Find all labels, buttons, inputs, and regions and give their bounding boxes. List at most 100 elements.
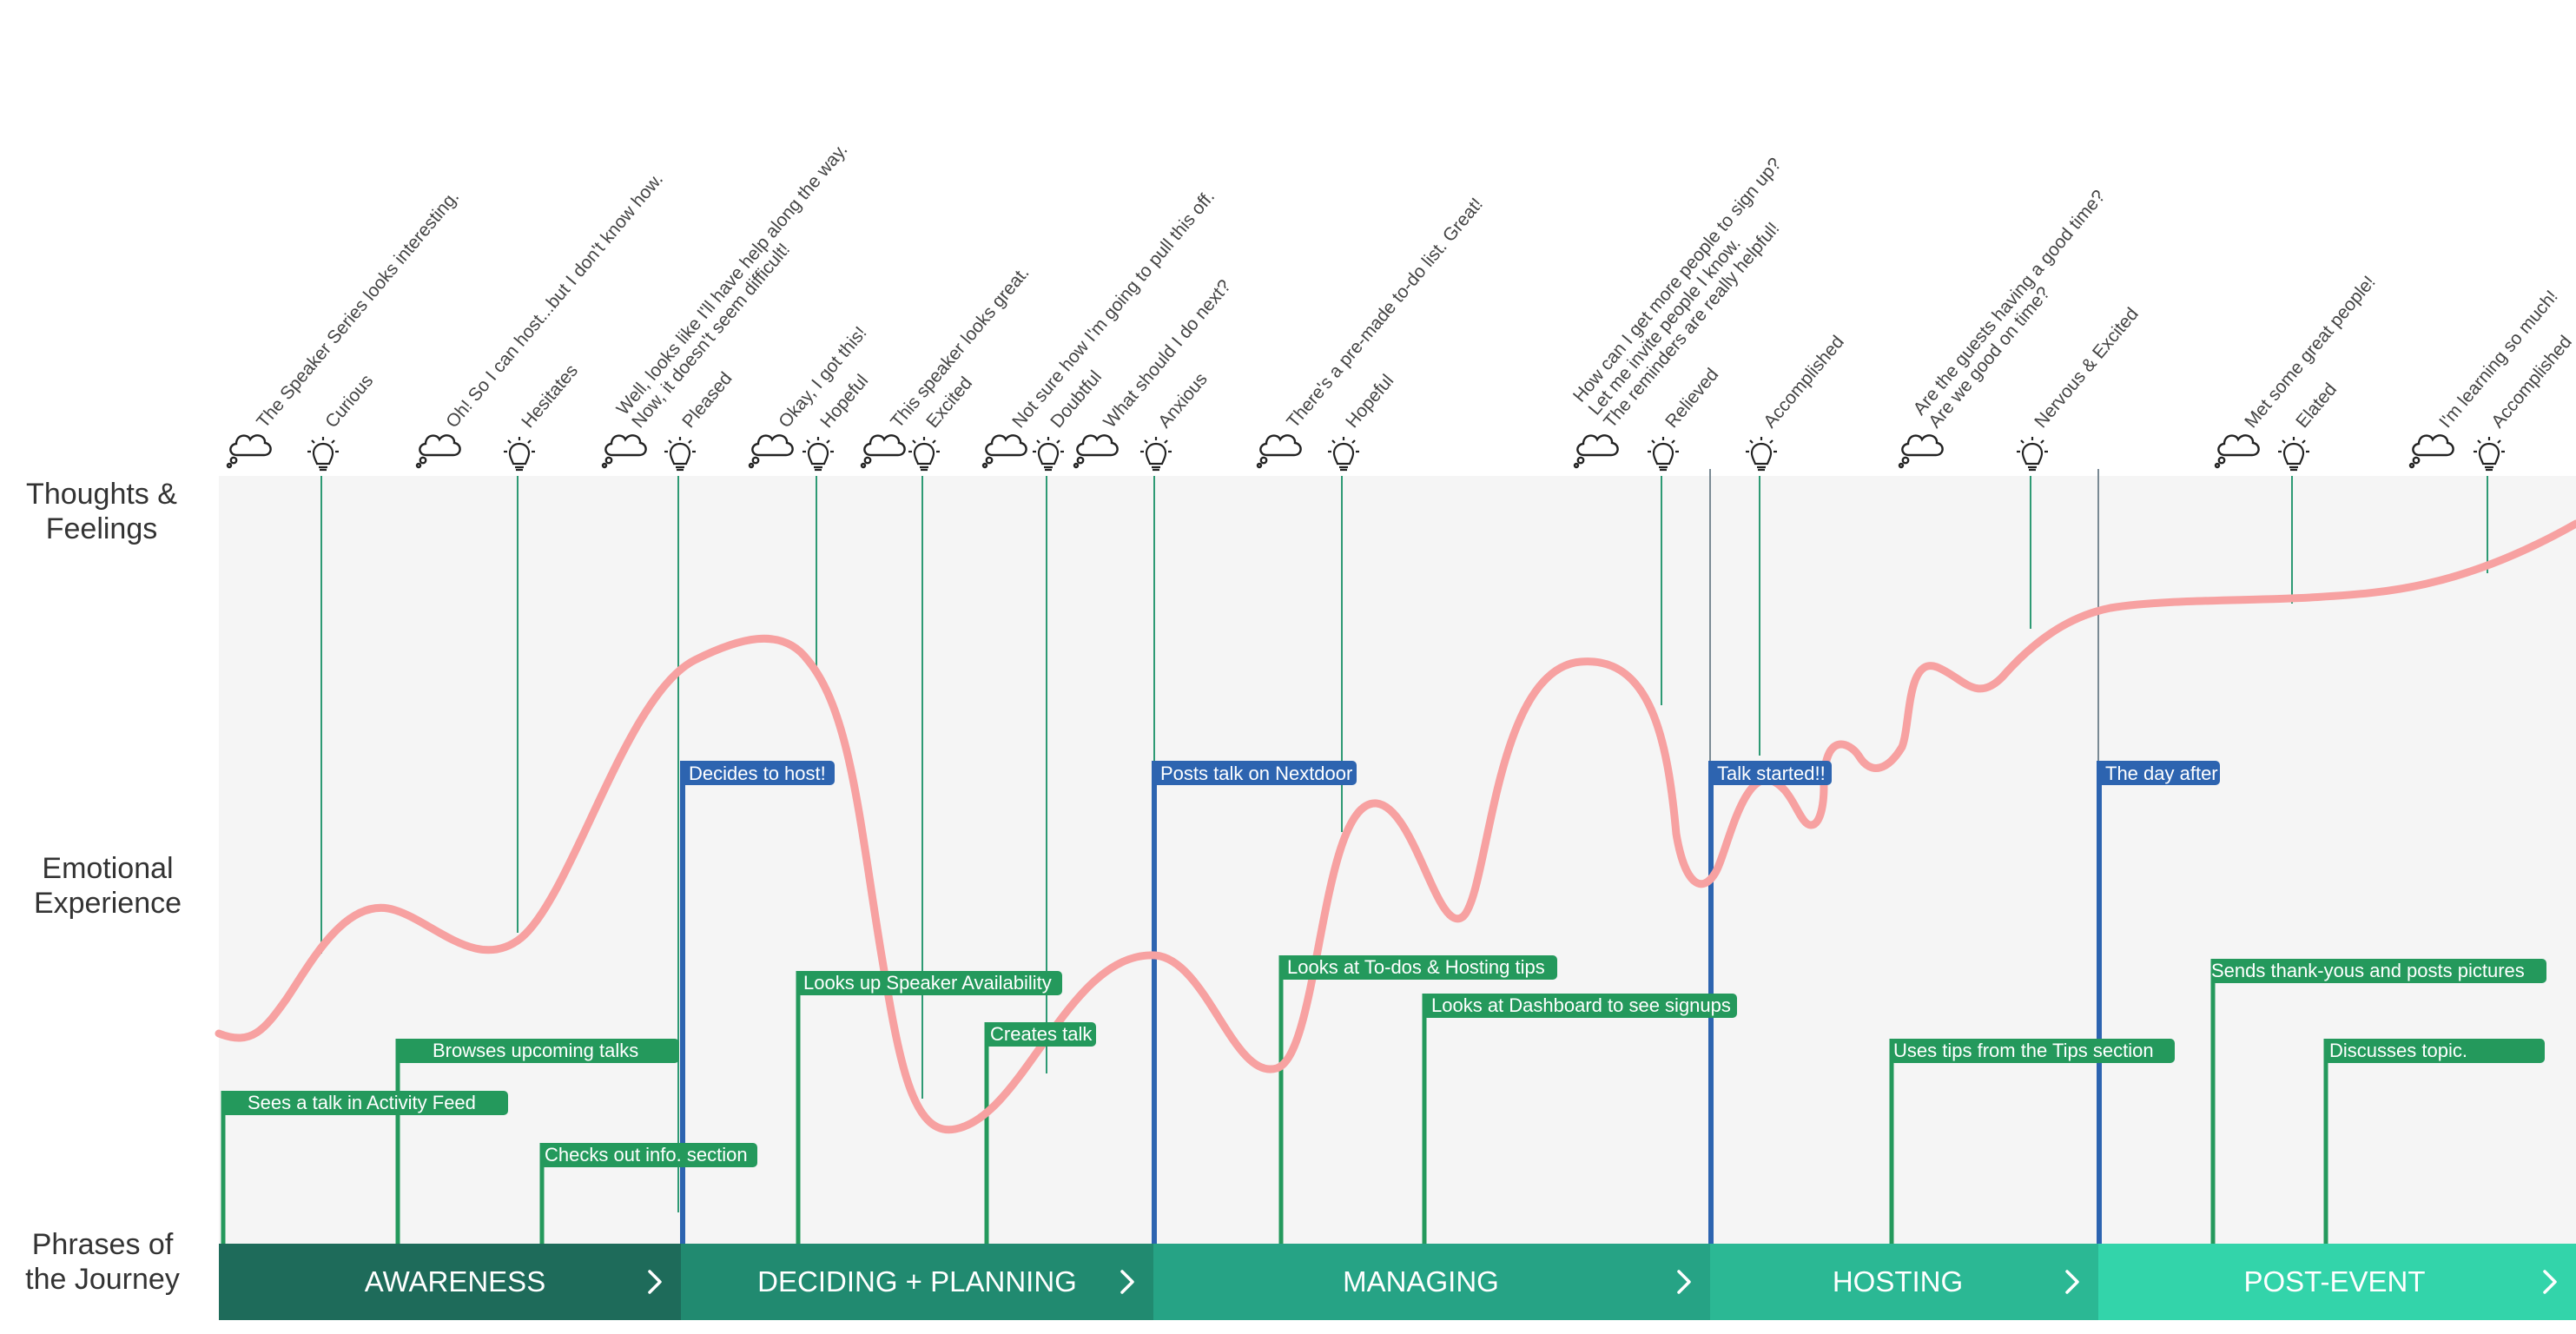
chevron-right-icon: [648, 1270, 662, 1294]
action-label: Checks out info. section: [545, 1144, 748, 1166]
action-label: Looks at Dashboard to see signups: [1431, 994, 1731, 1016]
action-badge: [1279, 955, 1557, 980]
feeling-10: Accomplished: [1746, 332, 1848, 472]
milestone-1: Decides to host!: [680, 761, 835, 785]
phase-post-event[interactable]: POST-EVENT: [2098, 1244, 2576, 1320]
thought-cloud-icon: [748, 434, 794, 469]
milestone-label: Talk started!!: [1717, 763, 1826, 784]
action-2: Browses upcoming talks: [396, 1039, 679, 1063]
phase-block: [681, 1244, 1154, 1320]
milestone-2: Posts talk on Nextdoor: [1152, 761, 1357, 785]
action-badge: [396, 1039, 679, 1063]
row-label-thoughts-2: Feelings: [46, 512, 158, 545]
lightbulb-icon: [908, 437, 940, 472]
action-badge: [2324, 1039, 2545, 1063]
row-label-phrases-2: the Journey: [25, 1263, 180, 1296]
action-6: Looks at To-dos & Hosting tips: [1279, 955, 1557, 980]
feeling-label: Accomplished: [1760, 332, 1848, 432]
action-label: Uses tips from the Tips section: [1893, 1040, 2154, 1061]
phase-deciding-planning[interactable]: DECIDING + PLANNING: [681, 1244, 1154, 1320]
feeling-11: Nervous & Excited: [2017, 304, 2143, 472]
feeling-9: Relieved: [1648, 365, 1722, 472]
action-7: Looks at Dashboard to see signups: [1423, 994, 1737, 1018]
phase-managing[interactable]: MANAGING: [1153, 1244, 1711, 1320]
thought-cloud-icon: [415, 434, 461, 469]
lightbulb-icon: [504, 437, 535, 472]
phase-label: HOSTING: [1833, 1265, 1963, 1298]
row-label-emotion: Emotional: [42, 852, 173, 885]
lightbulb-icon: [2474, 437, 2505, 472]
phase-block: [219, 1244, 682, 1320]
phase-block: [1710, 1244, 2099, 1320]
thought-cloud-icon: [1073, 434, 1119, 469]
lightbulb-icon: [1328, 437, 1359, 472]
action-8: Uses tips from the Tips section: [1890, 1039, 2175, 1063]
action-label: Sees a talk in Activity Feed: [248, 1092, 476, 1113]
chevron-right-icon: [2065, 1270, 2079, 1294]
action-label: Looks at To-dos & Hosting tips: [1287, 956, 1545, 978]
action-10: Discusses topic.: [2324, 1039, 2545, 1063]
feeling-13: Accomplished: [2474, 332, 2576, 472]
chevron-right-icon: [2543, 1270, 2557, 1294]
action-1: Sees a talk in Activity Feed: [221, 1091, 508, 1115]
thought-cloud-icon: [1898, 434, 1944, 469]
action-badge: [796, 971, 1062, 995]
thought-10: Are the guests having a good time?Are we…: [1898, 187, 2110, 469]
feeling-label: Relieved: [1661, 365, 1722, 432]
phase-hosting[interactable]: HOSTING: [1710, 1244, 2099, 1320]
milestone-4: The day after: [2097, 761, 2220, 785]
action-5: Creates talk: [985, 1022, 1096, 1047]
action-label: Sends thank-yous and posts pictures: [2211, 960, 2525, 981]
feeling-1: Curious: [307, 371, 377, 472]
lightbulb-icon: [803, 437, 834, 472]
chevron-right-icon: [1120, 1270, 1134, 1294]
emotion-curve: [215, 519, 2576, 1134]
milestone-label: Posts talk on Nextdoor: [1160, 763, 1352, 784]
thought-cloud-icon: [226, 434, 272, 469]
lightbulb-icon: [2017, 437, 2048, 472]
action-9: Sends thank-yous and posts pictures: [2211, 959, 2546, 983]
feeling-label: Hopeful: [1342, 371, 1397, 432]
milestone-badge: [2097, 761, 2220, 785]
row-label-emotion-2: Experience: [34, 887, 182, 920]
thought-8: There's a pre-made to-do list. Great!: [1256, 195, 1487, 469]
feeling-label: Anxious: [1154, 369, 1212, 432]
lightbulb-icon: [1746, 437, 1777, 472]
action-badge: [985, 1022, 1096, 1047]
action-badge: [1423, 994, 1737, 1018]
milestone-badge: [680, 761, 835, 785]
thought-cloud-icon: [1256, 434, 1302, 469]
feeling-2: Hesitates: [504, 360, 582, 472]
thought-text: Are we good on time?: [1925, 283, 2054, 432]
feeling-label: Nervous & Excited: [2031, 304, 2143, 432]
feeling-8: Hopeful: [1328, 371, 1397, 472]
phase-label: DECIDING + PLANNING: [757, 1265, 1077, 1298]
thought-cloud-icon: [860, 434, 906, 469]
lightbulb-icon: [1648, 437, 1679, 472]
action-badge: [540, 1143, 757, 1167]
phase-block: [2098, 1244, 2576, 1320]
action-label: Creates talk: [990, 1023, 1093, 1045]
phases-bar: AWARENESS DECIDING + PLANNING MANAGING HOST…: [219, 1244, 2576, 1320]
phase-awareness[interactable]: AWARENESS: [219, 1244, 682, 1320]
thought-11: Met some great people!: [2214, 272, 2380, 469]
lightbulb-icon: [1140, 437, 1172, 472]
feeling-label: Elated: [2292, 380, 2341, 432]
milestone-badge: [1708, 761, 1832, 785]
chart-background: [219, 476, 2576, 1320]
action-lines: [221, 955, 2328, 1247]
thought-text: Let me invite people I know.: [1585, 234, 1745, 419]
thought-cloud-icon: [2408, 434, 2454, 469]
thought-cloud-icon: [601, 434, 647, 469]
thought-2: Oh! So I can host...but I don't know how…: [415, 169, 667, 469]
action-3: Checks out info. section: [540, 1143, 757, 1167]
milestone-label: The day after: [2105, 763, 2218, 784]
phase-label: MANAGING: [1343, 1265, 1499, 1298]
row-label-thoughts: Thoughts &: [26, 478, 177, 511]
actions-layer: Sees a talk in Activity Feed Browses upco…: [221, 955, 2546, 1167]
feeling-label: Hesitates: [518, 360, 582, 432]
milestones-layer: Decides to host! Posts talk on Nextdoor Ta…: [680, 761, 2220, 785]
phase-block: [1153, 1244, 1711, 1320]
thought-cloud-icon: [1573, 434, 1619, 469]
